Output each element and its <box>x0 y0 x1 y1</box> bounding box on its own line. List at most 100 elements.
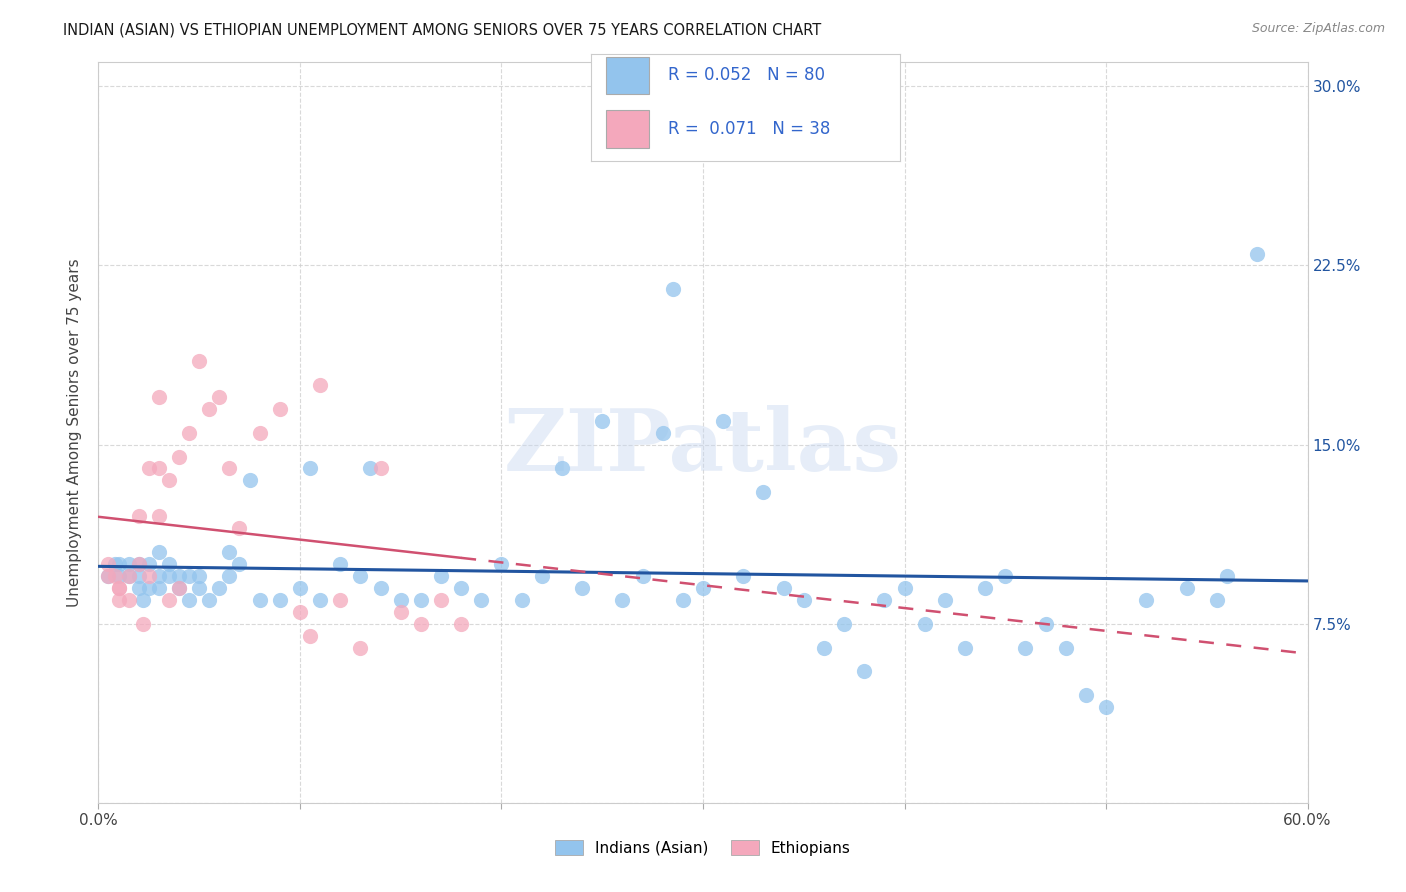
Point <box>389 592 412 607</box>
Point <box>167 581 190 595</box>
Point <box>118 557 141 571</box>
Point <box>510 592 533 607</box>
Point <box>249 592 271 607</box>
Point <box>631 569 654 583</box>
Point <box>107 592 129 607</box>
Point <box>179 569 201 583</box>
Text: R =  0.071   N = 38: R = 0.071 N = 38 <box>668 120 830 138</box>
Point <box>148 509 170 524</box>
Point <box>832 616 855 631</box>
Point <box>934 592 956 607</box>
Point <box>651 425 673 440</box>
Point <box>530 569 553 583</box>
Point <box>107 569 129 583</box>
Point <box>208 390 231 404</box>
Point <box>128 557 150 571</box>
Point <box>1014 640 1036 655</box>
Point <box>97 557 120 571</box>
Point <box>198 401 221 416</box>
Point <box>228 521 250 535</box>
Point <box>571 581 593 595</box>
Point <box>188 354 211 368</box>
Point <box>309 592 332 607</box>
Point <box>873 592 896 607</box>
FancyBboxPatch shape <box>606 111 650 148</box>
Point <box>772 581 794 595</box>
Point <box>1095 700 1118 714</box>
Point <box>329 592 352 607</box>
Point <box>974 581 997 595</box>
Point <box>97 569 120 583</box>
Point <box>179 592 201 607</box>
Point <box>370 461 392 475</box>
Text: ZIPatlas: ZIPatlas <box>503 406 903 490</box>
Y-axis label: Unemployment Among Seniors over 75 years: Unemployment Among Seniors over 75 years <box>67 259 83 607</box>
Point <box>1135 592 1157 607</box>
Point <box>128 509 150 524</box>
Point <box>491 557 513 571</box>
Point <box>218 545 240 559</box>
Point <box>288 605 311 619</box>
Point <box>1074 689 1097 703</box>
Text: R = 0.052   N = 80: R = 0.052 N = 80 <box>668 67 825 85</box>
Point <box>430 592 453 607</box>
Text: Source: ZipAtlas.com: Source: ZipAtlas.com <box>1251 22 1385 36</box>
Point <box>299 629 322 643</box>
Point <box>148 390 170 404</box>
Point <box>208 581 231 595</box>
Legend: Indians (Asian), Ethiopians: Indians (Asian), Ethiopians <box>550 834 856 862</box>
Point <box>551 461 574 475</box>
Point <box>813 640 835 655</box>
Point <box>128 557 150 571</box>
Point <box>360 461 382 475</box>
Point <box>167 450 190 464</box>
Point <box>288 581 311 595</box>
Point <box>591 414 613 428</box>
Point <box>752 485 775 500</box>
Point <box>157 557 180 571</box>
Point <box>148 545 170 559</box>
Point <box>994 569 1017 583</box>
Point <box>118 569 141 583</box>
Point <box>409 592 432 607</box>
Point <box>103 569 125 583</box>
Point <box>107 581 129 595</box>
Point <box>148 569 170 583</box>
Point <box>138 461 160 475</box>
Point <box>157 592 180 607</box>
Point <box>389 605 412 619</box>
Point <box>157 474 180 488</box>
Point <box>329 557 352 571</box>
Point <box>97 569 120 583</box>
Point <box>118 592 141 607</box>
Point <box>370 581 392 595</box>
Point <box>218 461 240 475</box>
Point <box>228 557 250 571</box>
Point <box>128 569 150 583</box>
Point <box>692 581 714 595</box>
Point <box>188 581 211 595</box>
Point <box>450 581 472 595</box>
Point <box>179 425 201 440</box>
Point <box>309 377 332 392</box>
Point <box>132 616 155 631</box>
Point <box>107 557 129 571</box>
Point <box>914 616 936 631</box>
Point <box>138 569 160 583</box>
Point <box>128 581 150 595</box>
Point <box>733 569 755 583</box>
Point <box>409 616 432 631</box>
Point <box>157 569 180 583</box>
Point <box>612 592 634 607</box>
Point <box>148 581 170 595</box>
Point <box>218 569 240 583</box>
Point <box>793 592 815 607</box>
Point <box>167 569 190 583</box>
Point <box>1054 640 1077 655</box>
Point <box>470 592 492 607</box>
Point <box>148 461 170 475</box>
Point <box>1206 592 1229 607</box>
Point <box>103 557 125 571</box>
Point <box>430 569 453 583</box>
Point <box>188 569 211 583</box>
